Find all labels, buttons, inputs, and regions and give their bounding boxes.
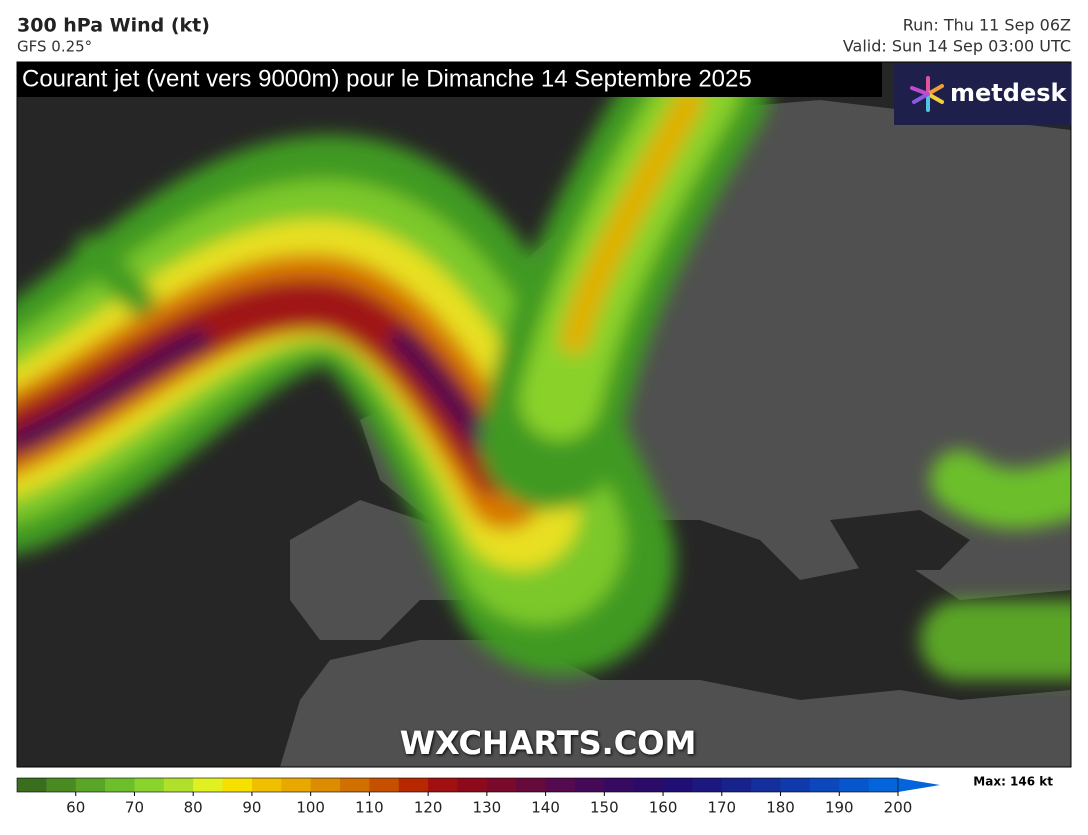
color-segment <box>163 778 194 792</box>
logo-icon <box>910 76 944 112</box>
color-segment <box>868 778 899 792</box>
tick-label: 140 <box>531 799 560 817</box>
title: 300 hPa Wind (kt) <box>17 15 210 37</box>
tick-label: 170 <box>707 799 736 817</box>
color-segment <box>457 778 488 792</box>
tick-label: 160 <box>649 799 678 817</box>
land-africa <box>280 640 1071 767</box>
model: GFS 0.25° <box>17 38 92 56</box>
max-label: Max: 146 kt <box>973 775 1053 789</box>
color-segment <box>340 778 370 792</box>
color-segment <box>604 778 635 792</box>
color-segment <box>428 778 458 792</box>
logo-text: metdesk <box>950 79 1068 107</box>
color-segment <box>222 778 253 792</box>
tick-label: 80 <box>184 799 203 817</box>
tick-label: 70 <box>125 799 144 817</box>
valid: Valid: Sun 14 Sep 03:00 UTC <box>843 37 1071 56</box>
color-segment <box>780 778 811 792</box>
color-segment <box>663 778 693 792</box>
tick-label: 110 <box>355 799 384 817</box>
colorbar-border <box>16 777 899 793</box>
black-sea <box>830 510 970 570</box>
tick-label: 90 <box>242 799 261 817</box>
colorbar-arrow <box>898 778 940 792</box>
color-segment <box>281 778 312 792</box>
color-segment <box>751 778 782 792</box>
tick-label: 150 <box>590 799 619 817</box>
tick-label: 180 <box>766 799 795 817</box>
tick-label: 190 <box>825 799 854 817</box>
watermark: WXCHARTS.COM <box>400 724 697 762</box>
color-segment <box>633 778 664 792</box>
run: Run: Thu 11 Sep 06Z <box>903 16 1071 35</box>
color-segment <box>574 778 605 792</box>
tick-label: 100 <box>296 799 325 817</box>
color-segment <box>692 778 723 792</box>
jet-stream <box>17 62 1071 680</box>
color-segment <box>46 778 77 792</box>
tick-label: 130 <box>473 799 502 817</box>
color-segment <box>721 778 752 792</box>
color-segment <box>516 778 547 792</box>
color-segment <box>134 778 165 792</box>
color-segment <box>310 778 341 792</box>
banner: Courant jet (vent vers 9000m) pour le Di… <box>22 65 752 92</box>
color-segment <box>486 778 517 792</box>
color-segment <box>193 778 224 792</box>
color-segment <box>17 778 47 792</box>
color-segment <box>545 778 576 792</box>
tick-label: 120 <box>414 799 443 817</box>
color-segment <box>839 778 870 792</box>
color-segment <box>398 778 429 792</box>
map <box>17 62 1071 767</box>
color-segment <box>809 778 840 792</box>
tick-label: 200 <box>884 799 913 817</box>
color-segment <box>105 778 135 792</box>
colorbar: 60 70 80 90 100 110 120 130 140 150 160 170 180 190 20… <box>16 777 940 817</box>
color-segment <box>369 778 400 792</box>
tick-label: 60 <box>66 799 85 817</box>
color-segment <box>75 778 106 792</box>
banner-bg <box>17 62 882 97</box>
color-segment <box>251 778 282 792</box>
